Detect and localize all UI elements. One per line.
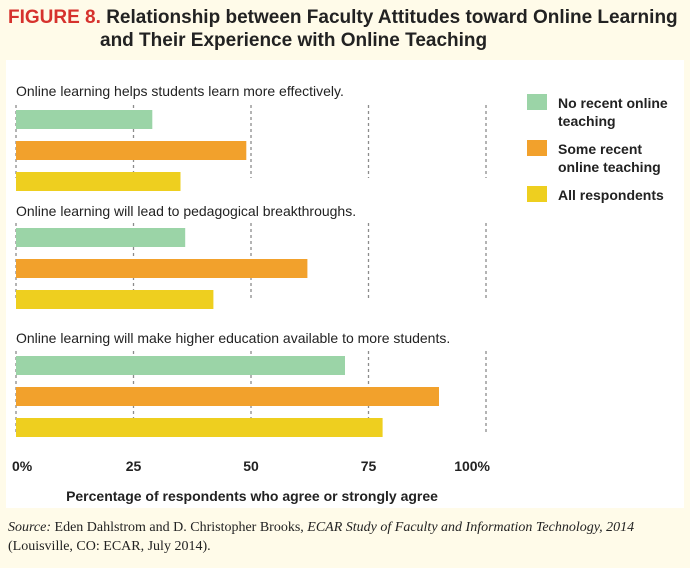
legend-label-2: Some recent bbox=[558, 141, 642, 157]
figure-label-sep: . bbox=[95, 7, 101, 28]
x-tick-label: 0% bbox=[12, 458, 33, 474]
x-tick-label: 25 bbox=[126, 458, 142, 474]
legend-label-1: teaching bbox=[558, 113, 616, 129]
title-line-2: and Their Experience with Online Teachin… bbox=[100, 30, 488, 51]
bar-1-2 bbox=[16, 228, 186, 247]
bar-1-3 bbox=[16, 356, 345, 375]
source-authors: Eden Dahlstrom and D. Christopher Brooks… bbox=[51, 520, 308, 535]
bar-2-1 bbox=[16, 141, 247, 160]
source-label: Source: bbox=[8, 520, 52, 535]
category-label: Online learning helps students learn mor… bbox=[16, 83, 344, 99]
source-note: Source: Eden Dahlstrom and D. Christophe… bbox=[8, 518, 680, 556]
legend-swatch-1 bbox=[527, 94, 547, 110]
chart-panel: Online learning helps students learn mor… bbox=[6, 60, 684, 508]
legend-label-1: No recent online bbox=[558, 95, 668, 111]
bar-2-2 bbox=[16, 259, 308, 278]
x-tick-label: 100% bbox=[454, 458, 490, 474]
x-tick-label: 50 bbox=[243, 458, 259, 474]
x-axis-title: Percentage of respondents who agree or s… bbox=[66, 488, 438, 504]
figure-title: FIGURE 8. Relationship between Faculty A… bbox=[8, 6, 678, 52]
category-label: Online learning will lead to pedagogical… bbox=[16, 203, 356, 219]
legend-label-3: All respondents bbox=[558, 187, 664, 203]
bar-3-3 bbox=[16, 418, 383, 437]
bar-1-1 bbox=[16, 110, 153, 129]
legend-swatch-3 bbox=[527, 186, 547, 202]
x-tick-label: 75 bbox=[361, 458, 377, 474]
category-label: Online learning will make higher educati… bbox=[16, 330, 450, 346]
source-publication: (Louisville, CO: ECAR, July 2014). bbox=[8, 539, 211, 554]
title-line-1: Relationship between Faculty Attitudes t… bbox=[106, 7, 678, 28]
legend-swatch-2 bbox=[527, 140, 547, 156]
source-title: ECAR Study of Faculty and Information Te… bbox=[307, 520, 635, 535]
bar-2-3 bbox=[16, 387, 439, 406]
legend-label-2: online teaching bbox=[558, 159, 661, 175]
figure-label: FIGURE 8 bbox=[8, 7, 96, 28]
bar-3-2 bbox=[16, 290, 214, 309]
bar-3-1 bbox=[16, 172, 181, 191]
bar-chart: Online learning helps students learn mor… bbox=[12, 83, 668, 504]
